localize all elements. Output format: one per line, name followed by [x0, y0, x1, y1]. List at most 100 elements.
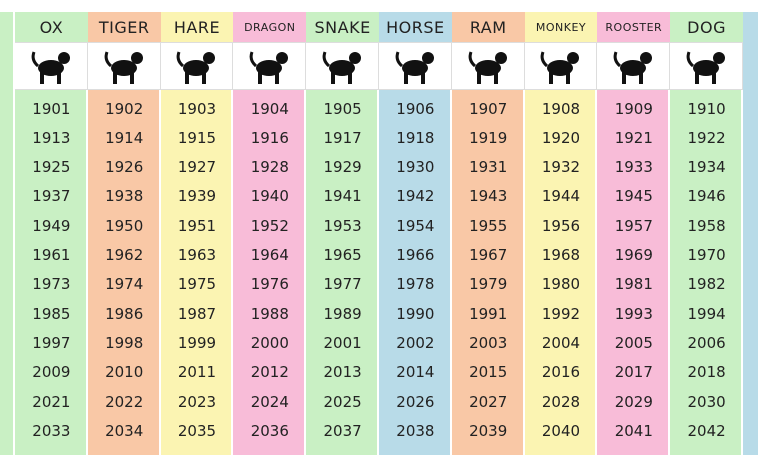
year: 1978: [396, 275, 435, 294]
year: 1965: [323, 246, 362, 264]
animal-icon: [15, 42, 88, 90]
year: 1917: [323, 128, 362, 147]
year: 2015: [469, 363, 508, 382]
year: 2036: [250, 421, 289, 440]
year: 2026: [396, 392, 435, 411]
year: 2014: [396, 363, 435, 382]
year: 1914: [105, 128, 144, 147]
year: 1954: [396, 216, 435, 235]
year: 1997: [32, 333, 71, 352]
year: 2001: [323, 333, 362, 352]
year: 2012: [250, 363, 289, 382]
year: 2004: [541, 333, 581, 352]
year: 1927: [177, 158, 217, 177]
year: 2024: [250, 392, 289, 411]
year: 2030: [687, 392, 726, 411]
year: 1988: [250, 304, 289, 323]
column-header: TIGER: [87, 12, 161, 42]
icon-silhouette: [613, 51, 653, 84]
year: 1950: [105, 216, 144, 235]
icon-silhouette: [249, 51, 289, 84]
year: 1966: [396, 246, 435, 264]
year: 1920: [541, 128, 581, 147]
year: 1969: [614, 246, 653, 264]
year: 1976: [250, 275, 289, 294]
year: 2005: [614, 333, 653, 352]
animal-icon: [451, 42, 525, 90]
year: 2040: [541, 421, 581, 440]
year: 1940: [250, 187, 289, 206]
animal-icon: [597, 42, 671, 90]
column-header: DRAGON: [233, 12, 307, 42]
year: 2034: [105, 421, 144, 440]
year: 1942: [396, 187, 435, 206]
year: 1915: [177, 128, 217, 147]
icon-silhouette: [686, 51, 726, 84]
animal-icon: [670, 42, 743, 90]
year: 1977: [323, 275, 362, 294]
year: 1967: [469, 246, 508, 264]
year: 1902: [105, 99, 144, 118]
year: 1921: [614, 128, 653, 147]
year: 1980: [541, 275, 581, 294]
year: 2041: [614, 421, 653, 440]
icon-silhouette: [177, 51, 216, 84]
year: 2039: [469, 421, 508, 440]
column-header: HARE: [160, 12, 234, 42]
year: 1943: [469, 187, 508, 206]
year: 1982: [687, 275, 726, 294]
icon-silhouette: [31, 51, 70, 84]
icon-silhouette: [104, 51, 143, 84]
year: 2016: [541, 363, 581, 382]
year: 1930: [396, 158, 435, 177]
year: 1939: [177, 187, 217, 206]
year: 1937: [32, 187, 71, 206]
year: 1932: [541, 158, 581, 177]
year: 1922: [687, 128, 726, 147]
year: 1925: [32, 158, 71, 177]
year: 1993: [614, 304, 653, 323]
year: 1906: [396, 99, 435, 118]
year: 1908: [541, 99, 581, 118]
year: 2025: [323, 392, 362, 411]
year: 1994: [687, 304, 726, 323]
year: 2023: [177, 392, 217, 411]
year: 2022: [105, 392, 144, 411]
partial-column: [0, 12, 15, 455]
year: 1909: [614, 99, 653, 118]
year: 1941: [323, 187, 362, 206]
year: 1907: [469, 99, 508, 118]
year: 2009: [32, 363, 71, 382]
animal-icon: [233, 42, 307, 90]
year: 1962: [105, 246, 144, 264]
year: 1913: [32, 128, 71, 147]
year: 2000: [250, 333, 289, 352]
year: 1905: [323, 99, 362, 118]
animal-icon: [524, 42, 598, 90]
year: 1910: [687, 99, 726, 118]
year: 1961: [32, 246, 71, 264]
icon-silhouette: [395, 51, 434, 84]
year: 2037: [323, 421, 362, 440]
year: 2011: [177, 363, 217, 382]
year: 1916: [250, 128, 289, 147]
year: 1934: [687, 158, 726, 177]
year: 1974: [105, 275, 144, 294]
year: 2006: [687, 333, 726, 352]
column-header: DOG: [670, 12, 743, 42]
year: 2042: [687, 421, 726, 440]
year: 1979: [469, 275, 508, 294]
year: 1904: [250, 99, 289, 118]
animal-icon: [379, 42, 452, 90]
year: 1931: [469, 158, 508, 177]
year: 1985: [32, 304, 71, 323]
year: 1970: [687, 246, 726, 264]
year: 1958: [687, 216, 726, 235]
year: 1951: [177, 216, 217, 235]
year: 2002: [396, 333, 435, 352]
year: 2033: [32, 421, 71, 440]
year: 1989: [323, 304, 362, 323]
year: 2010: [105, 363, 144, 382]
year: 1981: [614, 275, 653, 294]
